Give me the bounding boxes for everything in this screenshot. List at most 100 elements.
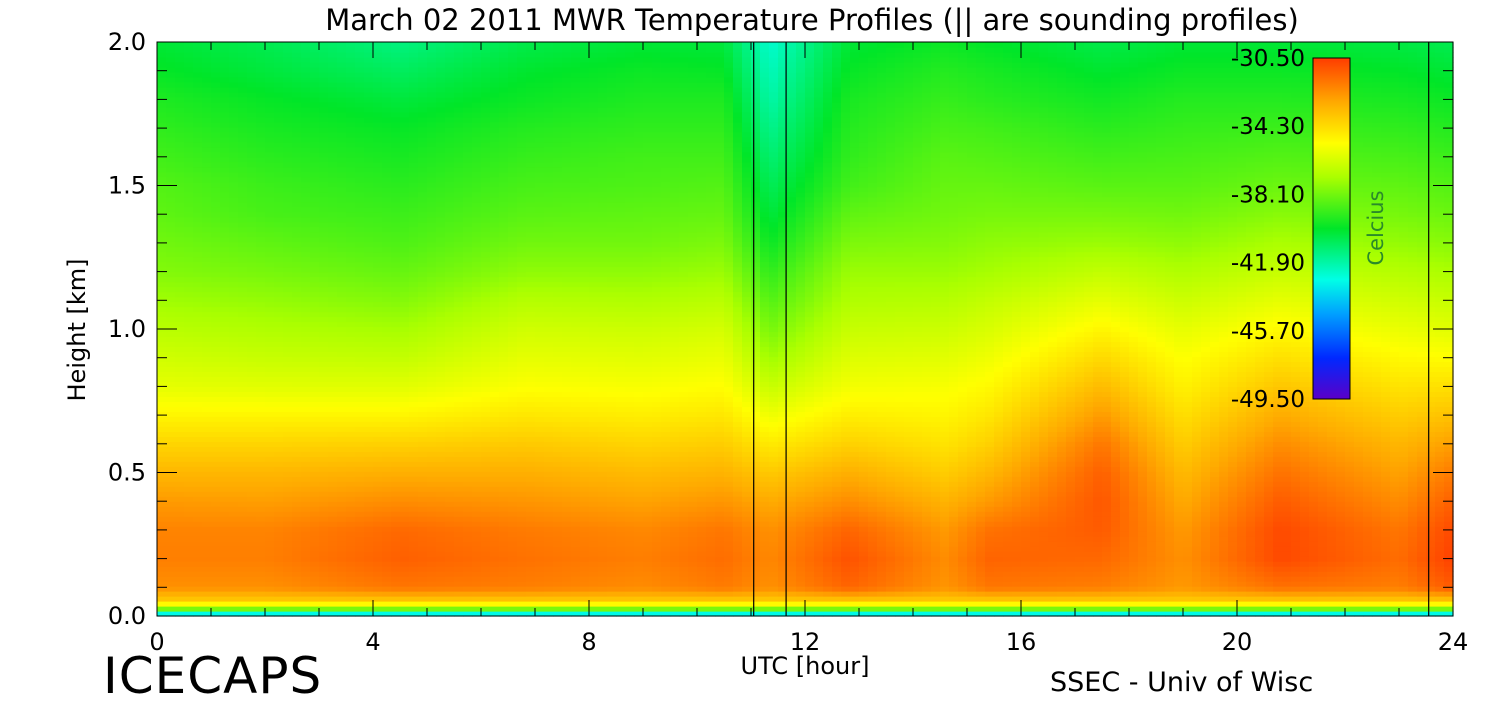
heatmap-cell (310, 451, 320, 457)
heatmap-cell (283, 526, 293, 532)
heatmap-cell (211, 261, 221, 268)
heatmap-cell (508, 366, 518, 373)
heatmap-cell (220, 521, 230, 527)
heatmap-cell (256, 81, 266, 88)
heatmap-cell (265, 146, 275, 153)
heatmap-cell (265, 286, 275, 293)
heatmap-cell (391, 441, 401, 447)
heatmap-cell (373, 121, 383, 128)
heatmap-cell (409, 536, 419, 542)
heatmap-cell (355, 171, 365, 178)
heatmap-cell (355, 121, 365, 128)
heatmap-cell (175, 491, 185, 497)
heatmap-cell (274, 521, 284, 527)
heatmap-cell (517, 171, 527, 178)
heatmap-cell (211, 106, 221, 113)
heatmap-cell (175, 391, 185, 397)
chart-title: March 02 2011 MWR Temperature Profiles (… (325, 3, 1299, 37)
heatmap-cell (391, 42, 401, 48)
heatmap-cell (517, 151, 527, 158)
heatmap-cell (184, 336, 194, 343)
heatmap-cell (436, 511, 446, 517)
heatmap-cell (382, 601, 392, 607)
heatmap-cell (472, 241, 482, 248)
heatmap-cell (418, 611, 428, 617)
heatmap-cell (229, 106, 239, 113)
heatmap-cell (391, 611, 401, 617)
heatmap-cell (184, 136, 194, 143)
heatmap-cell (202, 206, 212, 213)
heatmap-cell (166, 126, 176, 133)
heatmap-cell (310, 66, 320, 73)
heatmap-cell (346, 486, 356, 492)
heatmap-cell (436, 396, 446, 402)
heatmap-cell (481, 116, 491, 123)
heatmap-cell (418, 256, 428, 263)
heatmap-cell (400, 101, 410, 108)
heatmap-cell (382, 176, 392, 183)
heatmap-cell (247, 306, 257, 313)
heatmap-cell (274, 281, 284, 288)
heatmap-cell (346, 271, 356, 278)
heatmap-cell (508, 521, 518, 527)
heatmap-cell (247, 421, 257, 427)
heatmap-cell (193, 431, 203, 437)
heatmap-cell (544, 356, 554, 363)
heatmap-cell (256, 211, 266, 218)
heatmap-cell (481, 466, 491, 472)
heatmap-cell (472, 201, 482, 208)
heatmap-cell (499, 526, 509, 532)
heatmap-cell (382, 411, 392, 417)
heatmap-cell (418, 436, 428, 442)
heatmap-cell (157, 226, 167, 233)
heatmap-cell (418, 561, 428, 567)
heatmap-cell (229, 406, 239, 412)
heatmap-cell (382, 66, 392, 73)
heatmap-cell (517, 531, 527, 537)
heatmap-cell (364, 241, 374, 248)
heatmap-cell (337, 551, 347, 557)
heatmap-cell (373, 126, 383, 133)
heatmap-cell (517, 246, 527, 253)
heatmap-cell (301, 331, 311, 338)
heatmap-cell (436, 146, 446, 153)
heatmap-cell (220, 411, 230, 417)
heatmap-cell (472, 581, 482, 587)
heatmap-cell (247, 316, 257, 323)
heatmap-cell (211, 451, 221, 457)
heatmap-cell (238, 186, 248, 193)
heatmap-cell (265, 536, 275, 542)
heatmap-cell (274, 456, 284, 462)
heatmap-cell (256, 541, 266, 547)
heatmap-cell (337, 251, 347, 258)
heatmap-cell (373, 281, 383, 288)
heatmap-cell (526, 331, 536, 338)
heatmap-cell (499, 176, 509, 183)
heatmap-cell (328, 211, 338, 218)
heatmap-cell (400, 346, 410, 353)
heatmap-cell (535, 96, 545, 103)
heatmap-cell (355, 541, 365, 547)
heatmap-cell (211, 471, 221, 477)
heatmap-cell (535, 151, 545, 158)
heatmap-cell (157, 221, 167, 228)
heatmap-cell (409, 381, 419, 387)
heatmap-cell (157, 66, 167, 73)
heatmap-cell (373, 101, 383, 108)
heatmap-cell (202, 86, 212, 93)
heatmap-cell (292, 506, 302, 512)
heatmap-cell (247, 191, 257, 198)
heatmap-cell (211, 376, 221, 383)
heatmap-cell (283, 411, 293, 417)
heatmap-cell (193, 446, 203, 452)
heatmap-cell (391, 526, 401, 532)
heatmap-cell (418, 476, 428, 482)
heatmap-cell (202, 356, 212, 363)
heatmap-cell (238, 421, 248, 427)
heatmap-cell (436, 446, 446, 452)
heatmap-cell (526, 576, 536, 582)
heatmap-cell (238, 576, 248, 582)
heatmap-cell (202, 496, 212, 502)
heatmap-cell (463, 361, 473, 368)
heatmap-cell (463, 166, 473, 173)
